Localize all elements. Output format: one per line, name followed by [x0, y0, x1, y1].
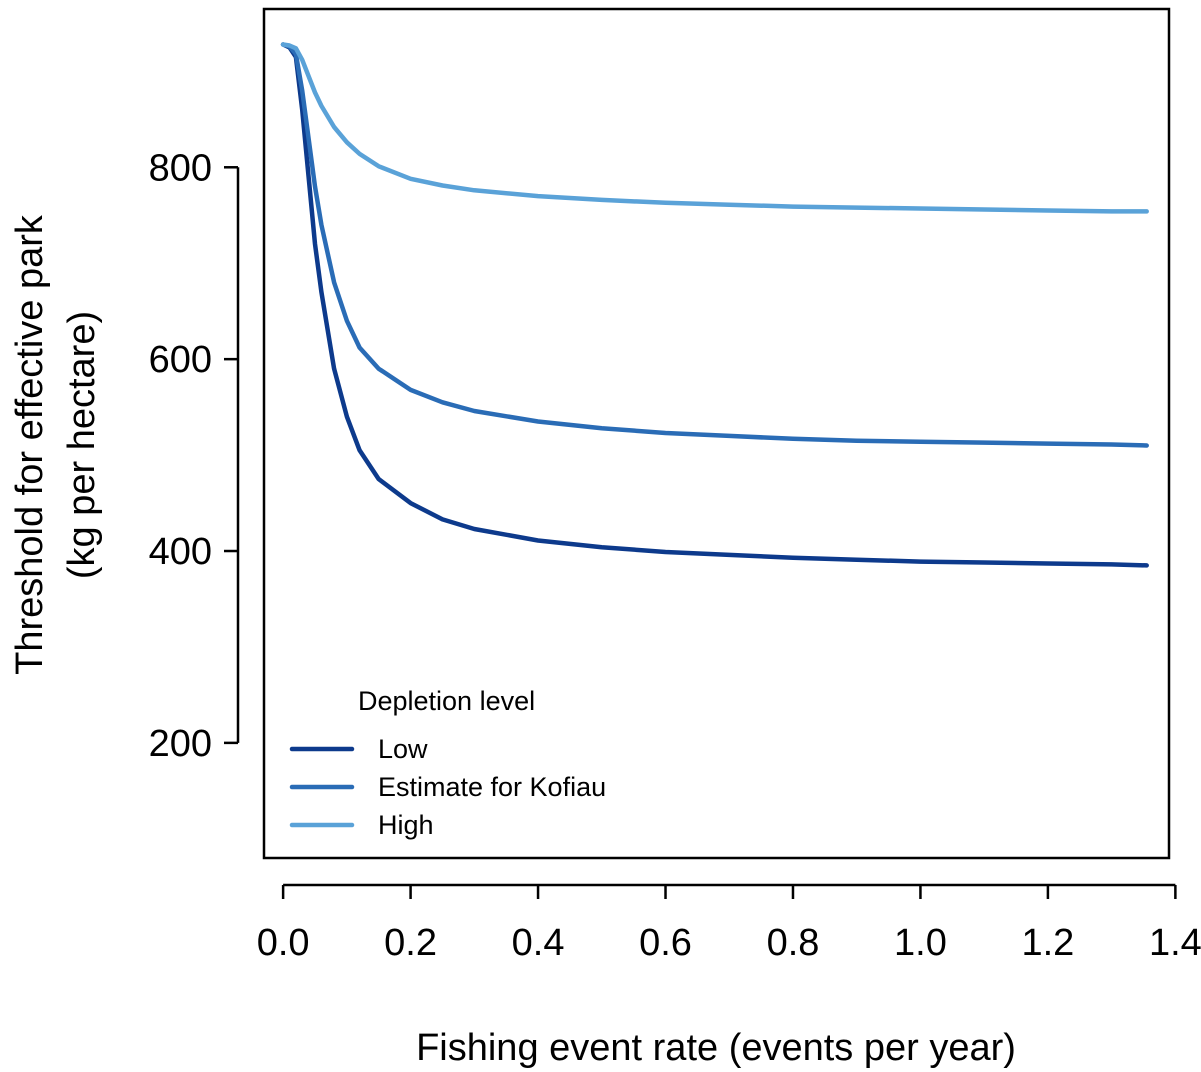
series-layer: [280, 42, 1149, 568]
legend: Depletion level Low Estimate for Kofiau Hi…: [289, 686, 606, 840]
x-tick-label: 0.0: [257, 922, 310, 964]
x-tick-label: 0.8: [767, 922, 820, 964]
legend-label-high: High: [378, 810, 434, 840]
x-tick-label: 0.4: [512, 922, 565, 964]
series-line-high: [280, 42, 1149, 214]
legend-label-low: Low: [378, 734, 428, 764]
y-axis-title-line-2: (kg per hectare): [61, 311, 103, 579]
x-tick-label: 0.6: [639, 922, 692, 964]
y-axis-title: Threshold for effective park (kg per hec…: [9, 214, 103, 675]
y-tick-label: 200: [149, 723, 212, 765]
series-line-estimate-for-kofiau: [280, 42, 1149, 448]
series-line-low: [280, 42, 1149, 568]
y-axis-title-line-1: Threshold for effective park: [9, 214, 51, 675]
y-tick-label: 800: [149, 147, 212, 189]
legend-items: Low Estimate for Kofiau High: [289, 734, 606, 840]
x-tick-label: 1.4: [1149, 922, 1201, 964]
legend-label-estimate-for-kofiau: Estimate for Kofiau: [378, 772, 606, 802]
x-tick-label: 1.2: [1021, 922, 1074, 964]
x-axis-title: Fishing event rate (events per year): [416, 1027, 1016, 1069]
x-tick-label: 0.2: [384, 922, 437, 964]
legend-title: Depletion level: [358, 686, 535, 716]
plot-frame: [262, 7, 1171, 860]
x-tick-label: 1.0: [894, 922, 947, 964]
y-tick-label: 600: [149, 339, 212, 381]
x-axis: 0.0 0.2 0.4 0.6 0.8 1.0 1.2 1.4: [257, 883, 1201, 964]
y-tick-label: 400: [149, 531, 212, 573]
y-axis: 200 400 600 800: [149, 147, 240, 765]
